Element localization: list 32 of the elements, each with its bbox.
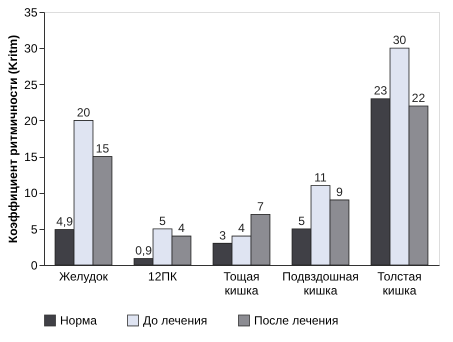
data-label: 7 (257, 199, 264, 214)
y-tick-label: 25 (24, 78, 38, 92)
x-tick-label: 12ПК (148, 270, 177, 284)
legend-label: После лечения (254, 313, 338, 328)
legend-label: Норма (60, 313, 98, 328)
y-tick-label: 30 (24, 42, 38, 56)
data-label: 23 (374, 84, 388, 98)
x-tick-label: Толстая кишка (377, 270, 422, 298)
y-tick-label: 0 (30, 258, 38, 272)
data-label: 30 (392, 33, 406, 48)
data-label: 0,9 (135, 243, 152, 258)
y-axis-title: Коэффициент ритмичности (Kritm) (6, 34, 20, 244)
data-label: 11 (314, 170, 328, 184)
y-tick-label: 35 (24, 6, 38, 20)
y-tick-label: 5 (30, 222, 38, 236)
y-tick-label: 20 (24, 114, 38, 128)
data-label: 4 (178, 221, 186, 236)
legend-label: До лечения (143, 313, 208, 328)
y-tick-label: 10 (24, 186, 38, 200)
y-tick-label: 15 (24, 150, 38, 164)
data-label: 4,9 (56, 214, 74, 229)
x-tick-label: Тощая кишка (223, 270, 260, 298)
x-tick-label: Желудок (59, 270, 109, 284)
data-label: 22 (412, 90, 426, 105)
data-label: 4 (238, 221, 246, 236)
x-tick-label: Подвздошная кишка (282, 270, 359, 298)
data-label: 9 (336, 184, 344, 199)
data-label: 3 (219, 228, 226, 242)
data-label: 15 (96, 142, 110, 156)
data-label: 20 (76, 105, 90, 120)
data-label: 5 (298, 214, 306, 228)
data-label: 5 (159, 214, 166, 228)
